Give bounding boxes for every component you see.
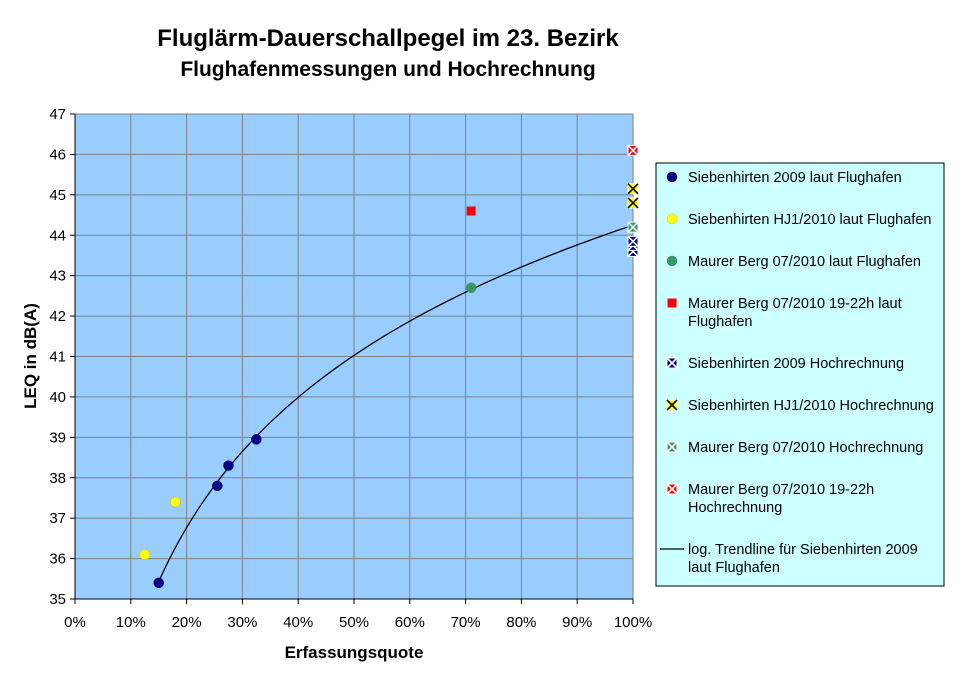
y-tick-label-0: 35 [49,591,66,608]
x-tick-labels: 0% 10% 20% 30% 40% 50% 60% 70% 80% 90% 100% [64,614,652,631]
x-tick-label-0: 0% [64,614,86,631]
axes [70,113,634,604]
legend-item-2: Maurer Berg 07/2010 laut Flughafen [666,254,921,270]
point-s0-1 [212,480,223,492]
x-tick-label-6: 60% [395,614,425,631]
legend-label-1: Siebenhirten HJ1/2010 laut Flughafen [688,212,931,228]
y-tick-label-6: 41 [49,349,66,366]
x-tick-label-3: 30% [227,614,257,631]
x-tick-label-10: 100% [614,614,652,631]
legend-label-0: Siebenhirten 2009 laut Flughafen [688,170,902,186]
y-tick-label-9: 44 [49,227,66,244]
y-tick-label-7: 42 [49,308,66,325]
y-tick-label-11: 46 [49,146,66,163]
legend-item-6: Maurer Berg 07/2010 Hochrechnung [666,440,923,456]
legend-marker-5 [666,399,678,411]
grid [75,114,633,599]
y-tick-label-10: 45 [49,187,66,204]
point-s6-0 [627,221,639,233]
y-tick-label-5: 40 [49,389,66,406]
point-s1-1 [170,496,181,508]
y-tick-label-8: 43 [49,268,66,285]
legend-item-0: Siebenhirten 2009 laut Flughafen [666,170,902,186]
point-s7-0 [627,144,639,156]
y-tick-label-12: 47 [49,106,66,123]
legend-item-5: Siebenhirten HJ1/2010 Hochrechnung [666,398,934,414]
legend-label-3: Maurer Berg 07/2010 19-22h laut Flughafen [688,296,902,330]
legend-item-4: Siebenhirten 2009 Hochrechnung [666,356,904,372]
legend-label-4: Siebenhirten 2009 Hochrechnung [688,356,904,372]
point-s2-0 [465,282,477,294]
y-tick-label-2: 37 [49,510,66,527]
legend-marker-2 [666,255,678,267]
y-tick-label-1: 36 [49,551,66,568]
point-s0-2 [223,460,234,471]
legend-marker-7 [666,483,678,495]
legend-item-7: Maurer Berg 07/2010 19-22h Hochrechnung [666,482,874,516]
x-axis-label: Erfassungsquote [285,643,424,662]
data-points [139,144,639,589]
x-tick-label-1: 10% [116,614,146,631]
legend-label-2: Maurer Berg 07/2010 laut Flughafen [688,254,921,270]
legend-items: Siebenhirten 2009 laut Flughafen Siebenhi… [660,170,934,576]
legend-item-1: Siebenhirten HJ1/2010 laut Flughafen [666,212,931,228]
point-s1-0 [139,549,150,560]
point-s0-0 [153,577,164,589]
legend-marker-6 [666,441,678,453]
legend-box [655,162,945,587]
legend-item-3: Maurer Berg 07/2010 19-22h laut Flughafen [667,296,902,330]
legend-label-6: Maurer Berg 07/2010 Hochrechnung [688,440,923,456]
chart-title: Fluglärm-Dauerschallpegel im 23. Bezirk [157,25,619,52]
y-tick-labels: 35 36 37 38 39 40 41 42 43 44 45 46 47 [49,106,66,608]
chart-subtitle: Flughafenmessungen und Hochrechnung [180,58,595,81]
point-s4-2 [627,235,639,247]
y-tick-label-4: 39 [49,429,66,446]
x-tick-label-4: 40% [283,614,313,631]
point-s0-3 [251,434,262,445]
legend-label-7: Maurer Berg 07/2010 19-22h Hochrechnung [688,482,874,516]
x-tick-label-9: 90% [562,614,592,631]
point-s5-0 [627,197,639,209]
legend-marker-4 [666,357,678,369]
trendline [158,224,634,582]
x-tick-label-8: 80% [506,614,536,631]
legend-marker-1 [666,213,678,225]
x-tick-label-5: 50% [339,614,369,631]
legend-label-5: Siebenhirten HJ1/2010 Hochrechnung [688,398,934,414]
point-s3-0 [466,206,476,216]
legend-marker-0 [666,171,678,183]
x-tick-label-2: 20% [172,614,202,631]
y-tick-label-3: 38 [49,470,66,487]
legend-label-8: log. Trendline für Siebenhirten 2009 laut… [688,542,918,576]
x-tick-label-7: 70% [451,614,481,631]
point-s5-1 [627,183,639,195]
legend-item-8: log. Trendline für Siebenhirten 2009 laut… [660,542,918,576]
legend-marker-3 [667,298,677,308]
y-axis-label: LEQ in dB(A) [21,303,40,409]
